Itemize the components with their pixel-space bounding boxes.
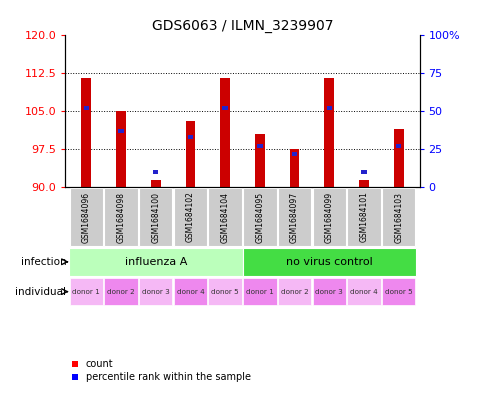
Text: donor 4: donor 4	[349, 288, 377, 295]
FancyBboxPatch shape	[381, 188, 414, 246]
Text: donor 1: donor 1	[245, 288, 273, 295]
Bar	[187, 135, 193, 139]
FancyBboxPatch shape	[70, 188, 103, 246]
FancyBboxPatch shape	[173, 188, 207, 246]
Bar	[361, 170, 366, 174]
FancyBboxPatch shape	[139, 188, 172, 246]
FancyBboxPatch shape	[277, 278, 311, 305]
Bar	[118, 129, 123, 133]
FancyBboxPatch shape	[208, 278, 242, 305]
Bar	[358, 180, 368, 187]
Text: GSM1684096: GSM1684096	[82, 191, 91, 242]
Bar	[291, 152, 297, 156]
Text: GSM1684101: GSM1684101	[359, 192, 368, 242]
Bar	[151, 180, 160, 187]
Bar	[83, 107, 89, 110]
Text: individual: individual	[15, 286, 66, 297]
Text: donor 1: donor 1	[72, 288, 100, 295]
Text: donor 2: donor 2	[280, 288, 308, 295]
Bar	[393, 129, 403, 187]
Text: GSM1684099: GSM1684099	[324, 191, 333, 242]
FancyBboxPatch shape	[173, 278, 207, 305]
Bar	[81, 78, 91, 187]
Text: donor 3: donor 3	[141, 288, 169, 295]
Text: GSM1684100: GSM1684100	[151, 191, 160, 242]
Text: infection: infection	[20, 257, 66, 267]
Text: donor 5: donor 5	[211, 288, 239, 295]
FancyBboxPatch shape	[242, 188, 276, 246]
FancyBboxPatch shape	[242, 248, 415, 275]
FancyBboxPatch shape	[69, 248, 242, 275]
FancyBboxPatch shape	[312, 278, 345, 305]
Text: GSM1684098: GSM1684098	[116, 191, 125, 242]
Bar	[255, 134, 264, 187]
Text: donor 2: donor 2	[107, 288, 135, 295]
FancyBboxPatch shape	[312, 188, 345, 246]
FancyBboxPatch shape	[104, 188, 137, 246]
FancyBboxPatch shape	[347, 278, 380, 305]
FancyBboxPatch shape	[381, 278, 414, 305]
FancyBboxPatch shape	[208, 188, 242, 246]
FancyBboxPatch shape	[70, 278, 103, 305]
Title: GDS6063 / ILMN_3239907: GDS6063 / ILMN_3239907	[151, 19, 333, 33]
Text: GSM1684097: GSM1684097	[289, 191, 299, 242]
Bar	[222, 107, 227, 110]
Bar	[153, 170, 158, 174]
Bar	[185, 121, 195, 187]
Bar	[324, 78, 333, 187]
Bar	[116, 111, 126, 187]
Text: no virus control: no virus control	[285, 257, 372, 267]
FancyBboxPatch shape	[139, 278, 172, 305]
Bar	[326, 107, 331, 110]
Text: GSM1684103: GSM1684103	[393, 191, 402, 242]
Text: GSM1684095: GSM1684095	[255, 191, 264, 242]
Legend: count, percentile rank within the sample: count, percentile rank within the sample	[70, 357, 252, 384]
FancyBboxPatch shape	[104, 278, 137, 305]
Bar	[395, 145, 401, 148]
Text: donor 5: donor 5	[384, 288, 412, 295]
Text: donor 3: donor 3	[315, 288, 343, 295]
Text: GSM1684104: GSM1684104	[220, 191, 229, 242]
Bar	[257, 145, 262, 148]
Bar	[289, 149, 299, 187]
Text: donor 4: donor 4	[176, 288, 204, 295]
Text: influenza A: influenza A	[124, 257, 186, 267]
FancyBboxPatch shape	[277, 188, 311, 246]
FancyBboxPatch shape	[242, 278, 276, 305]
FancyBboxPatch shape	[347, 188, 380, 246]
Bar	[220, 78, 229, 187]
Text: GSM1684102: GSM1684102	[185, 192, 195, 242]
